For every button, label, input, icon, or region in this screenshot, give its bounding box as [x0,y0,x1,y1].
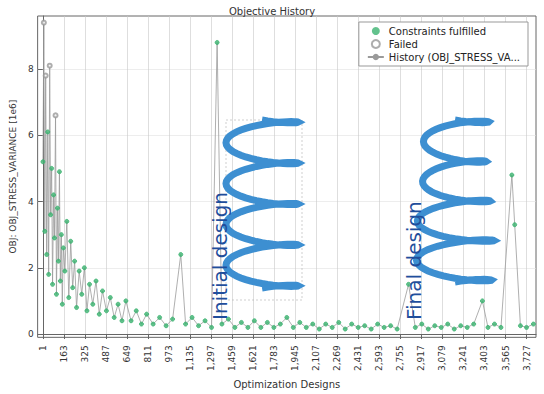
svg-text:2: 2 [28,263,34,273]
svg-text:Constraints fulfilled: Constraints fulfilled [389,26,486,37]
svg-text:Failed: Failed [389,39,418,50]
svg-text:4: 4 [28,197,34,207]
svg-text:Optimization Designs: Optimization Designs [233,379,340,390]
svg-text:1: 1 [38,345,48,351]
svg-text:487: 487 [101,345,111,362]
svg-text:811: 811 [143,345,153,362]
svg-text:8: 8 [28,64,34,74]
svg-text:1,783: 1,783 [269,345,279,371]
svg-text:1,297: 1,297 [206,345,216,371]
svg-text:Objective History: Objective History [229,6,315,17]
svg-text:6: 6 [28,130,34,140]
svg-text:3,727: 3,727 [522,345,532,371]
svg-text:3,079: 3,079 [437,345,447,371]
svg-text:3,241: 3,241 [458,345,468,371]
svg-text:Initial design: Initial design [208,192,232,320]
svg-text:3,403: 3,403 [479,345,489,371]
svg-text:325: 325 [80,345,90,362]
svg-text:2,269: 2,269 [332,345,342,371]
svg-text:973: 973 [164,345,174,362]
svg-text:0: 0 [28,329,34,339]
svg-text:1,621: 1,621 [248,345,258,371]
svg-text:History (OBJ_STRESS_VA...: History (OBJ_STRESS_VA... [389,52,520,64]
svg-text:649: 649 [122,345,132,362]
svg-text:163: 163 [59,345,69,362]
svg-text:1,135: 1,135 [185,345,195,371]
svg-text:Final design: Final design [402,201,426,320]
svg-text:1,945: 1,945 [290,345,300,371]
svg-text:2,431: 2,431 [353,345,363,371]
svg-text:2,107: 2,107 [311,345,321,371]
svg-text:1,459: 1,459 [227,345,237,371]
svg-text:2,755: 2,755 [395,345,405,371]
svg-text:2,593: 2,593 [374,345,384,371]
svg-text:2,917: 2,917 [416,345,426,371]
svg-text:3,565: 3,565 [501,345,511,371]
svg-text:OBJ: OBJ_STRESS_VARIANCE [1e6]: OBJ: OBJ_STRESS_VARIANCE [1e6] [8,100,18,254]
